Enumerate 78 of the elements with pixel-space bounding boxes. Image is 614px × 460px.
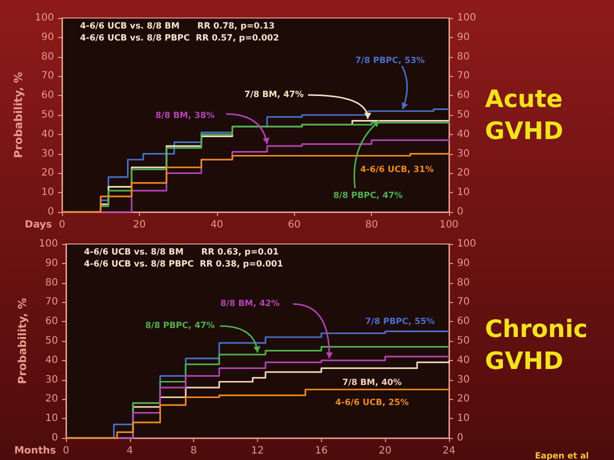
- x-tick-label: 20: [378, 446, 392, 456]
- y2-tick-label: 30: [457, 374, 470, 386]
- y2-tick-label: 40: [457, 128, 470, 140]
- y2-tick-label: 70: [457, 296, 470, 308]
- y-tick-label: 60: [41, 90, 54, 102]
- x-tick-label: 100: [439, 220, 459, 230]
- y2-tick-label: 100: [457, 238, 476, 250]
- x-tick-label: 80: [365, 220, 378, 230]
- text: 7/8 PBPC, 53%: [355, 56, 426, 66]
- y2-tick-label: 20: [457, 394, 470, 405]
- y-tick-label: 40: [45, 354, 58, 366]
- y2-tick-label: 10: [457, 413, 470, 424]
- y2-tick-label: 10: [457, 187, 470, 198]
- x-tick-label: 8: [190, 446, 197, 456]
- y2-tick-label: 20: [457, 168, 470, 179]
- y-tick-label: 10: [45, 413, 58, 424]
- y-tick-label: 100: [38, 238, 58, 250]
- text: 8/8 PBPC, 47%: [145, 321, 216, 331]
- text: 8/8 BM, 38%: [155, 111, 216, 121]
- y-tick-label: 30: [41, 148, 54, 160]
- annotation: 4-6/6 UCB vs. 8/8 PBPC RR 0.57, p=0.002: [80, 34, 280, 44]
- y2-tick-label: 60: [457, 316, 470, 328]
- y-tick-label: 70: [45, 296, 58, 308]
- annotation: 4-6/6 UCB vs. 8/8 PBPC RR 0.38, p=0.001: [84, 260, 284, 270]
- y2-tick-label: 50: [457, 110, 470, 120]
- y-tick-label: 80: [41, 51, 54, 62]
- y-tick-label: 100: [34, 12, 54, 24]
- x-tick-label: 40: [210, 220, 224, 230]
- y2-tick-label: 30: [457, 148, 470, 160]
- y-tick-label: 0: [52, 432, 58, 444]
- y2-tick-label: 90: [457, 258, 470, 269]
- y-tick-label: 90: [45, 258, 58, 269]
- series-label: 7/8 PBPC, 55%: [365, 317, 436, 327]
- x-tick-label: 12: [251, 446, 264, 456]
- y-tick-label: 20: [41, 168, 54, 179]
- y2-tick-label: 50: [457, 336, 470, 346]
- text: Eapen et al: [535, 452, 589, 460]
- x-axis-title: Days: [24, 220, 52, 230]
- x-tick-label: 60: [288, 220, 301, 230]
- x-tick-label: 4: [126, 446, 134, 456]
- annotation: 4-6/6 UCB vs. 8/8 BM RR 0.78, p=0.13: [80, 22, 275, 32]
- x-tick-label: 16: [314, 446, 328, 456]
- y-tick-label: 10: [41, 187, 54, 198]
- y-tick-label: 80: [45, 277, 58, 288]
- y-tick-label: 30: [45, 374, 58, 386]
- x-tick-label: 0: [58, 220, 66, 230]
- y-tick-label: 90: [41, 32, 54, 43]
- y-tick-label: 50: [41, 110, 54, 120]
- x-tick-label: 0: [62, 446, 70, 456]
- y-tick-label: 70: [41, 70, 54, 82]
- y-tick-label: 50: [45, 336, 58, 346]
- y-tick-label: 20: [45, 394, 58, 405]
- y-tick-label: 0: [48, 206, 54, 218]
- y-tick-label: 60: [45, 316, 58, 328]
- x-axis-title: Months: [14, 446, 56, 456]
- y-axis-title: Probability, %: [16, 298, 30, 384]
- y2-tick-label: 80: [457, 277, 470, 288]
- series-label: 7/8 BM, 40%: [342, 378, 402, 388]
- annotation: 4-6/6 UCB vs. 8/8 BM RR 0.63, p=0.01: [84, 248, 279, 258]
- y-tick-label: 40: [41, 128, 54, 140]
- series-label: 4-6/6 UCB, 25%: [335, 398, 410, 408]
- y2-tick-label: 90: [457, 32, 470, 43]
- y2-tick-label: 80: [457, 51, 470, 62]
- text: 7/8 BM, 47%: [244, 90, 304, 100]
- y-axis-title: Probability, %: [12, 72, 26, 158]
- y2-tick-label: 60: [457, 90, 470, 102]
- x-tick-label: 24: [442, 446, 456, 456]
- series-label: 4-6/6 UCB, 31%: [360, 165, 434, 175]
- y2-tick-label: 70: [457, 70, 470, 82]
- y2-tick-label: 40: [457, 354, 470, 366]
- text: Acute GVHD: [485, 85, 571, 145]
- text: 8/8 BM, 42%: [220, 299, 280, 309]
- text: 8/8 PBPC, 47%: [333, 191, 404, 201]
- y2-tick-label: 0: [457, 432, 464, 444]
- text: Chronic GVHD: [485, 315, 596, 375]
- y2-tick-label: 0: [457, 206, 464, 218]
- x-tick-label: 20: [133, 220, 146, 230]
- y2-tick-label: 100: [457, 12, 476, 24]
